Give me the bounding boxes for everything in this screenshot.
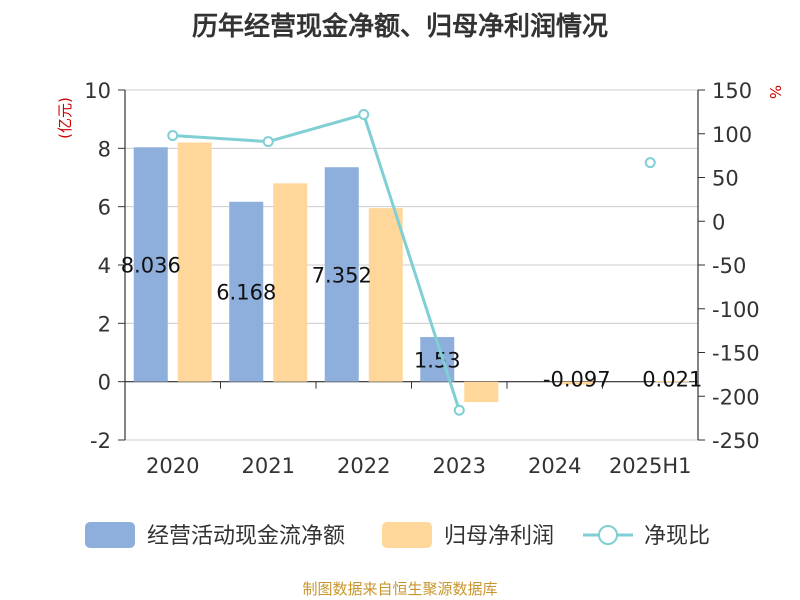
- bar: [177, 142, 212, 382]
- line-point: [262, 136, 274, 148]
- x-tick-label: 2024: [528, 454, 581, 478]
- line-point: [644, 157, 656, 169]
- x-tick-label: 2020: [146, 454, 199, 478]
- y-right-axis-label: %: [766, 85, 784, 99]
- y-left-tick-label: -2: [90, 429, 111, 453]
- legend-swatch-cashflow: [85, 522, 135, 548]
- bar-data-label: 6.168: [216, 281, 276, 305]
- y-right-tick-label: 50: [712, 167, 739, 191]
- y-left-tick-label: 10: [84, 79, 111, 103]
- bar: [655, 381, 690, 383]
- bar: [368, 208, 403, 382]
- y-left-axis-label: (亿元): [56, 97, 74, 139]
- y-left-tick-label: 0: [98, 371, 111, 395]
- bar: [324, 167, 359, 382]
- y-right-tick-label: -50: [712, 254, 746, 278]
- line-point: [358, 109, 370, 120]
- bar: [273, 183, 308, 382]
- x-tick-label: 2023: [433, 454, 486, 478]
- x-tick-label: 2022: [337, 454, 390, 478]
- bar-data-label: -0.097: [543, 368, 611, 392]
- series-line: [172, 112, 461, 411]
- legend-label-cashflow: 经营活动现金流净额: [147, 524, 345, 549]
- y-left-tick-label: 2: [98, 312, 111, 336]
- legend-swatch-ratio-marker: [598, 525, 618, 545]
- bar-data-label: 7.352: [312, 263, 372, 287]
- y-right-tick-label: 150: [712, 79, 752, 103]
- y-left-tick-label: 4: [98, 254, 111, 278]
- bar-data-label: 0.021: [642, 368, 702, 392]
- bar: [464, 381, 499, 403]
- y-right-tick-label: -200: [712, 385, 760, 409]
- y-right-tick-label: 100: [712, 123, 752, 147]
- bar-data-label: 1.53: [414, 348, 461, 372]
- bar: [133, 147, 168, 382]
- y-right-tick-label: -150: [712, 342, 760, 366]
- y-right-tick-label: -250: [712, 429, 760, 453]
- legend-swatch-profit: [382, 522, 432, 548]
- bar: [559, 381, 594, 385]
- source-note: 制图数据来自恒生聚源数据库: [302, 580, 498, 598]
- chart-title: 历年经营现金净额、归母净利润情况: [191, 12, 608, 42]
- legend-label-profit: 归母净利润: [444, 524, 554, 549]
- line-point: [453, 404, 465, 416]
- y-left-tick-label: 8: [98, 137, 111, 161]
- y-right-tick-label: 0: [712, 210, 725, 234]
- y-left-tick-label: 6: [98, 196, 111, 220]
- y-right-tick-label: -100: [712, 298, 760, 322]
- line-point: [167, 130, 179, 141]
- x-tick-label: 2021: [242, 454, 295, 478]
- legend-label-ratio: 净现比: [644, 524, 710, 549]
- x-tick-label: 2025H1: [609, 454, 692, 478]
- bar: [229, 201, 264, 382]
- bar-data-label: 8.036: [121, 253, 181, 277]
